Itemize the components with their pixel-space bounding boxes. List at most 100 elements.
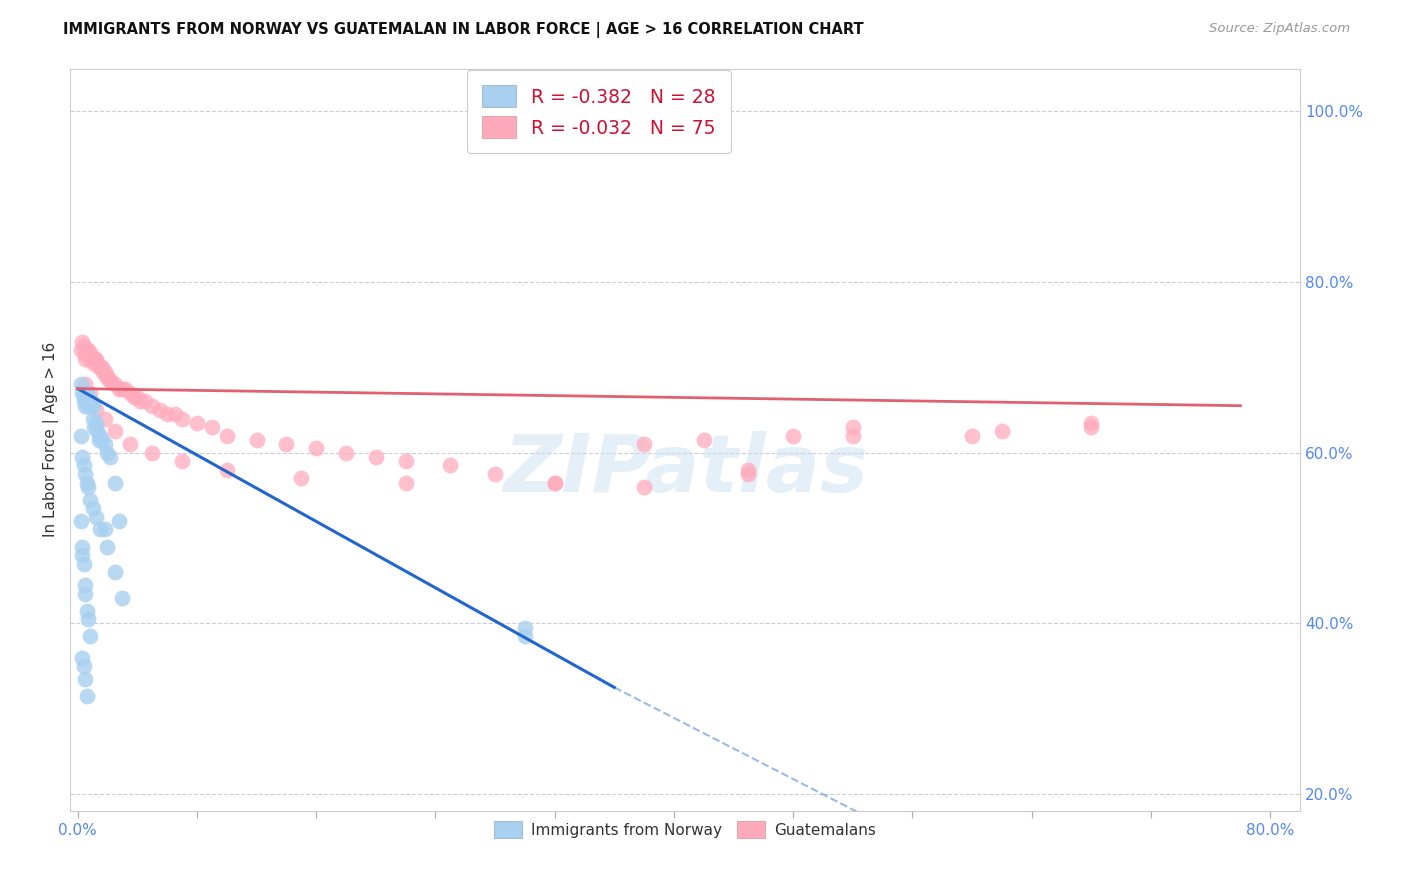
Point	[72, 557, 94, 571]
Point	[737, 463, 759, 477]
Point	[77, 343, 100, 358]
Point	[290, 471, 312, 485]
Point	[141, 445, 163, 459]
Point	[70, 334, 93, 349]
Point	[245, 433, 267, 447]
Point	[80, 399, 103, 413]
Point	[79, 394, 101, 409]
Point	[484, 467, 506, 481]
Point	[75, 578, 97, 592]
Point	[79, 394, 101, 409]
Point	[75, 672, 97, 686]
Point	[163, 407, 186, 421]
Point	[96, 540, 118, 554]
Point	[633, 437, 655, 451]
Point	[72, 659, 94, 673]
Point	[83, 351, 105, 366]
Point	[76, 475, 98, 490]
Point	[82, 501, 104, 516]
Point	[544, 475, 567, 490]
Point	[1080, 420, 1102, 434]
Point	[69, 428, 91, 442]
Point	[82, 411, 104, 425]
Point	[79, 492, 101, 507]
Point	[215, 463, 238, 477]
Point	[84, 356, 107, 370]
Point	[108, 382, 131, 396]
Point	[104, 565, 127, 579]
Point	[80, 394, 103, 409]
Legend: Immigrants from Norway, Guatemalans: Immigrants from Norway, Guatemalans	[488, 814, 882, 845]
Point	[70, 450, 93, 464]
Point	[72, 394, 94, 409]
Point	[394, 454, 416, 468]
Point	[842, 420, 865, 434]
Point	[75, 377, 97, 392]
Point	[96, 445, 118, 459]
Point	[91, 365, 114, 379]
Point	[84, 351, 107, 366]
Point	[77, 399, 100, 413]
Point	[364, 450, 387, 464]
Point	[90, 433, 112, 447]
Point	[70, 540, 93, 554]
Point	[111, 382, 134, 396]
Point	[69, 377, 91, 392]
Point	[76, 689, 98, 703]
Point	[89, 523, 111, 537]
Point	[87, 433, 110, 447]
Point	[89, 428, 111, 442]
Point	[215, 428, 238, 442]
Text: Source: ZipAtlas.com: Source: ZipAtlas.com	[1209, 22, 1350, 36]
Point	[141, 399, 163, 413]
Point	[124, 390, 146, 404]
Point	[842, 428, 865, 442]
Point	[75, 351, 97, 366]
Point	[544, 475, 567, 490]
Point	[305, 442, 328, 456]
Point	[72, 458, 94, 473]
Point	[118, 385, 141, 400]
Point	[114, 382, 136, 396]
Point	[149, 403, 172, 417]
Point	[513, 621, 536, 635]
Text: ZIPatlas: ZIPatlas	[502, 431, 868, 508]
Point	[93, 437, 115, 451]
Point	[69, 514, 91, 528]
Point	[70, 548, 93, 562]
Point	[84, 403, 107, 417]
Point	[87, 360, 110, 375]
Point	[86, 356, 108, 370]
Text: IMMIGRANTS FROM NORWAY VS GUATEMALAN IN LABOR FORCE | AGE > 16 CORRELATION CHART: IMMIGRANTS FROM NORWAY VS GUATEMALAN IN …	[63, 22, 863, 38]
Point	[79, 351, 101, 366]
Point	[72, 390, 94, 404]
Point	[82, 399, 104, 413]
Point	[93, 523, 115, 537]
Point	[170, 411, 193, 425]
Point	[79, 385, 101, 400]
Point	[84, 416, 107, 430]
Point	[82, 351, 104, 366]
Point	[104, 425, 127, 439]
Point	[75, 467, 97, 481]
Point	[186, 416, 208, 430]
Point	[77, 480, 100, 494]
Point	[98, 373, 121, 387]
Point	[111, 591, 134, 605]
Point	[782, 428, 804, 442]
Point	[79, 629, 101, 643]
Point	[69, 343, 91, 358]
Point	[108, 514, 131, 528]
Point	[75, 385, 97, 400]
Point	[201, 420, 224, 434]
Point	[96, 368, 118, 383]
Point	[129, 394, 152, 409]
Point	[83, 420, 105, 434]
Point	[100, 373, 122, 387]
Point	[127, 390, 149, 404]
Point	[93, 411, 115, 425]
Point	[94, 368, 117, 383]
Point	[80, 347, 103, 361]
Point	[76, 343, 98, 358]
Point	[513, 629, 536, 643]
